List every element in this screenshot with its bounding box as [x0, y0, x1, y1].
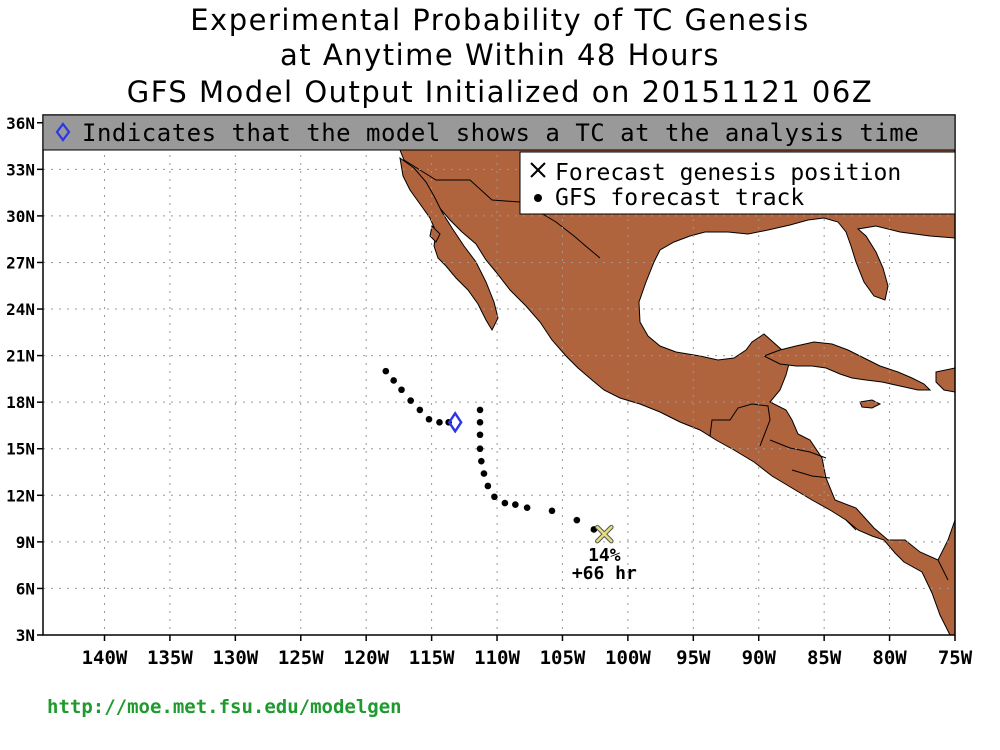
lon-tick-label: 125W — [278, 647, 324, 669]
forecast-track — [382, 367, 598, 533]
land-layer — [399, 115, 955, 635]
track-point — [476, 406, 484, 414]
track-point — [382, 367, 390, 375]
analysis-diamond-mark — [447, 411, 463, 434]
border-panama — [937, 559, 949, 581]
lon-tick-label: 110W — [474, 647, 520, 669]
lon-tick-label: 90W — [742, 647, 777, 669]
land-cuba — [762, 341, 932, 391]
analysis-diamond — [447, 411, 463, 434]
track-point — [478, 457, 485, 465]
track-point — [548, 507, 556, 515]
lon-tick-label: 130W — [212, 647, 258, 669]
lon-tick-label: 135W — [147, 647, 193, 669]
genesis-marker — [595, 524, 614, 544]
lat-tick-label: 30N — [6, 207, 35, 226]
track-point — [390, 377, 397, 384]
track-point — [476, 419, 484, 426]
lat-tick-label: 6N — [16, 579, 35, 598]
chart-title-line-2: at Anytime Within 48 Hours — [279, 38, 721, 72]
border-guatemala — [709, 403, 771, 447]
lon-tick-label: 75W — [938, 647, 973, 669]
analysis-banner — [42, 114, 956, 151]
diamond-icon — [55, 122, 71, 142]
track-point — [484, 482, 492, 490]
lat-tick-label: 36N — [6, 114, 35, 133]
lat-tick-label: 24N — [6, 300, 35, 319]
track-point — [491, 493, 498, 501]
lon-tick-label: 80W — [872, 647, 907, 669]
banner-text: Indicates that the model shows a TC at t… — [82, 119, 919, 147]
land-baja-california — [399, 156, 499, 332]
lat-tick-label: 3N — [16, 626, 35, 645]
track-point — [436, 419, 443, 426]
legend-track-label: GFS forecast track — [555, 185, 804, 211]
track-point — [407, 397, 414, 404]
track-point — [480, 470, 488, 477]
lon-tick-label: 85W — [807, 647, 842, 669]
land-mainland — [399, 115, 955, 635]
legend-box — [519, 151, 956, 215]
track-point — [523, 504, 531, 512]
track-point — [573, 516, 581, 524]
track-point — [501, 499, 509, 507]
genesis-lead-time-label: +66 hr — [572, 563, 637, 584]
lat-tick-label: 9N — [16, 533, 35, 552]
legend-x-icon — [530, 162, 546, 178]
lat-tick-label: 12N — [6, 486, 35, 505]
lon-tick-label: 95W — [676, 647, 711, 669]
lon-tick-label: 105W — [540, 647, 586, 669]
footer-url: http://moe.met.fsu.edu/modelgen — [47, 696, 402, 718]
legend-genesis-label: Forecast genesis position — [555, 160, 901, 186]
land-island-tiburon — [429, 224, 441, 243]
track-point — [512, 501, 519, 508]
chart-title-line-1: Experimental Probability of TC Genesis — [190, 3, 810, 37]
lat-tick-label: 21N — [6, 347, 35, 366]
track-point — [416, 406, 424, 414]
track-point — [476, 445, 484, 453]
genesis-x-stroke — [596, 525, 613, 543]
legend-dot-icon — [534, 194, 542, 202]
lon-tick-label: 140W — [82, 647, 128, 669]
track-point — [398, 386, 405, 394]
genesis-probability-label: 14% — [588, 545, 621, 566]
border-honduras — [769, 439, 827, 459]
chart-title-line-3: GFS Model Output Initialized on 20151121… — [126, 75, 874, 109]
lat-tick-label: 27N — [6, 253, 35, 272]
land-hispaniola — [935, 367, 955, 393]
border-nicaragua — [791, 469, 831, 479]
lon-tick-label: 100W — [605, 647, 651, 669]
track-point — [476, 431, 484, 439]
lon-tick-label: 115W — [409, 647, 455, 669]
lat-tick-labels: 3N 6N 9N 12N 15N 18N 21N 24N 27N 30N 33N 36N — [6, 114, 43, 645]
track-point — [425, 415, 433, 423]
lon-tick-label: 120W — [343, 647, 389, 669]
lat-tick-label: 15N — [6, 440, 35, 459]
lon-tick-labels: 140W 135W 130W 125W 120W 115W 110W 105W 100W 95W 9… — [82, 635, 973, 669]
border-costa-rica — [845, 519, 857, 531]
lat-tick-label: 33N — [6, 160, 35, 179]
lat-tick-label: 18N — [6, 393, 35, 412]
